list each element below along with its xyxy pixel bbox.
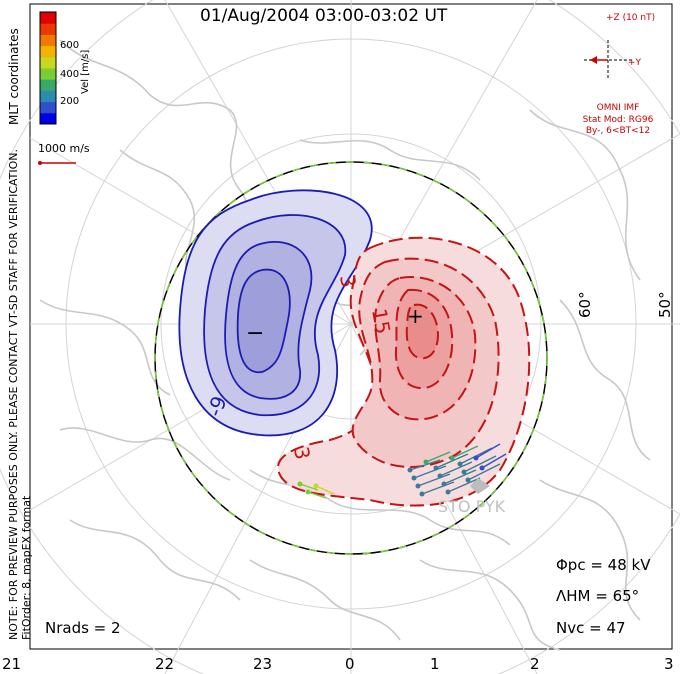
colorbar-segment (40, 79, 56, 91)
colorbar-segment (40, 23, 56, 35)
mlt-hour-23: 23 (253, 655, 273, 673)
hmb-boundary-green (154, 161, 548, 555)
contour-label-positive-top: 3 (335, 273, 361, 290)
velocity-scale-label: 1000 m/s (38, 142, 90, 155)
imf-source: OMNI IMF (596, 103, 640, 113)
colorbar-segment (40, 34, 56, 47)
colorbar-tick-400: 400 (60, 69, 80, 80)
radar-stations-label: STO PYK (438, 497, 506, 516)
potential-min-marker: − (246, 321, 264, 346)
colorbar-segment (40, 68, 56, 80)
positive-potential-cell (277, 236, 531, 507)
imf-dial (584, 40, 632, 80)
colorbar-segment (40, 56, 56, 69)
preview-note: NOTE: FOR PREVIEW PURPOSES ONLY. PLEASE … (7, 148, 20, 640)
colorbar-tick-600: 600 (60, 40, 80, 51)
colorbar-segment (40, 112, 56, 125)
mlt-hour-22: 22 (155, 655, 175, 673)
mlt-hour-2: 2 (530, 655, 540, 673)
imf-conditions: By-, 6<BT<12 (585, 126, 651, 136)
vector-count: Nvc = 47 (556, 619, 626, 637)
radar-count: Nrads = 2 (45, 619, 121, 637)
hmb-latitude: ΛHM = 65° (556, 587, 640, 605)
coordinate-label: MLT coordinates (7, 28, 21, 125)
imf-y-label: +Y (628, 58, 642, 68)
velocity-scale-dot (38, 161, 42, 165)
imf-model: Stat Mod: RG96 (582, 115, 654, 125)
colorbar-segment (40, 101, 56, 114)
latitude-label-60: 60° (576, 291, 594, 318)
velocity-colorbar (40, 12, 56, 125)
mlt-hour-0: 0 (345, 655, 355, 673)
radar-site-marker (470, 478, 490, 494)
mlt-hour-3: 3 (664, 655, 674, 673)
contour-label-positive-bottom: 3 (289, 445, 315, 462)
negative-potential-cell (178, 189, 373, 437)
potential-max-marker: + (407, 304, 424, 328)
cross-polar-potential: Φpc = 48 kV (556, 556, 651, 574)
contour-label-positive-center: 15 (367, 307, 395, 336)
colorbar-segment (40, 90, 56, 103)
mlt-hour-21: 21 (2, 655, 22, 673)
map-title: 01/Aug/2004 03:00-03:02 UT (200, 6, 448, 26)
colorbar-segment (40, 12, 56, 24)
imf-z-label: +Z (10 nT) (606, 13, 656, 23)
colorbar-frame (39, 11, 57, 125)
fit-order-note: FitOrder: 8, mapEX format (20, 495, 33, 640)
colorbar-tick-200: 200 (60, 96, 80, 107)
velocity-vectors (297, 443, 507, 499)
colorbar-segment (40, 45, 56, 58)
latitude-label-50: 50° (656, 291, 674, 318)
mlt-hour-1: 1 (430, 655, 440, 673)
colorbar-label: Vel [m/s] (80, 49, 91, 94)
